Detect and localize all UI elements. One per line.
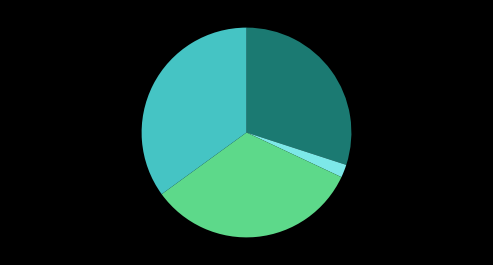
Wedge shape [141,28,246,194]
Wedge shape [162,132,342,237]
Wedge shape [246,132,346,177]
Wedge shape [246,28,352,165]
